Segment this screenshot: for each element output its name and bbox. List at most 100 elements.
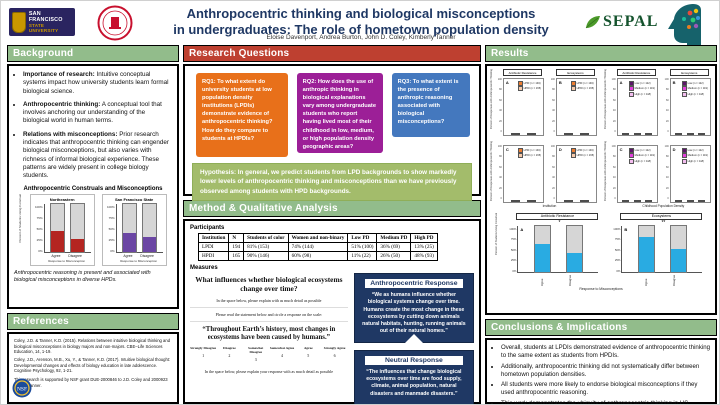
sepal-logo: SEPAL (585, 13, 658, 31)
scale-value: 3 (254, 357, 257, 363)
section-header-conclusions: Conclusions & Implications (485, 319, 717, 336)
tick-label: 20 (666, 186, 669, 190)
tick-label: 50% (614, 247, 621, 252)
sepal-head-icon (657, 2, 715, 50)
tick-label: 0 (553, 197, 555, 201)
bar (686, 132, 694, 135)
rq-card-1: RQ1: To what extent do university studen… (196, 73, 288, 157)
tick-label: 80 (666, 88, 669, 92)
y-tick-labels: 100 80 60 40 20 0 (608, 145, 617, 201)
plot-area (43, 202, 91, 253)
y-tick-labels: 100 80 60 40 20 0 (494, 145, 503, 201)
tick-label: 40 (499, 109, 502, 113)
section-header-research-questions: Research Questions (183, 45, 481, 62)
column-header: Medium PD (376, 233, 412, 243)
plot-area: C LPDI (n = 194) HPDI (n = 165) (502, 144, 544, 203)
category-label: Disagree (68, 253, 82, 258)
tick-label: 0 (500, 130, 502, 134)
legend: Low (n = 122) Medium (n = 119) High (n = 1… (681, 80, 708, 98)
significance-marker: * (558, 219, 561, 226)
legend-entry: LPDI (n = 194) (517, 80, 541, 86)
background-bullet: Importance of research: Intuitive concep… (23, 71, 172, 96)
participants-label: Participants (190, 225, 225, 231)
tick-label: 75% (614, 237, 621, 241)
scale-value: 1 (202, 353, 205, 359)
chart-cells: Antibiotic Resistance 100 80 60 40 20 0 A LPDI (… (494, 69, 597, 136)
chart-panel: Northeastern 100% 75% 50% 25% 0% Agree Disagree… (29, 193, 95, 266)
scale-value: 4 (281, 353, 283, 359)
results-row-3: Percent of Students Using Construal Antib… (490, 212, 712, 291)
category-labels: Agree Disagree (116, 254, 162, 258)
legend-swatch (628, 86, 634, 91)
table-cell: 90% (146) (243, 251, 289, 261)
poster-authors: Eloise Davenport, Andrea Burton, John D.… (266, 34, 456, 41)
bar (510, 132, 520, 135)
y-axis-label: Percent of Responses with Anthropocentri… (604, 69, 607, 130)
bar-value (535, 243, 551, 272)
tick-label: 100% (34, 204, 43, 209)
legend-swatch (681, 158, 687, 164)
group-cells-wrap: 100 80 60 40 20 0 C LPDI (n = 194) HPDI (n = 165… (494, 141, 597, 208)
legend-entry: Medium (n = 119) (681, 153, 708, 158)
bar-remainder (670, 225, 686, 250)
results-panel-D: 100 80 60 40 20 0 D Low (n = 122) Medium (n = 11… (661, 141, 711, 203)
column-header: N (228, 233, 245, 243)
tick-label: 60 (666, 98, 669, 102)
nsf-logo: NSF (12, 378, 32, 400)
panel-title-strip: Antibiotic Resistance (516, 212, 599, 220)
y-tick-labels: 100 80 60 40 20 0 (547, 145, 556, 201)
results-panel-A: Antibiotic Resistance 100 80 60 40 20 0 A Low (n… (608, 69, 658, 136)
bar (526, 132, 536, 135)
legend-swatch (681, 147, 687, 153)
legend-swatch (517, 147, 523, 153)
legend-entry: Low (n = 122) (681, 147, 708, 153)
table-cell: 51% (100) (347, 242, 378, 252)
tick-label: 25% (36, 237, 43, 242)
plot-area: B Low (n = 122) Medium (n = 119) High (n = … (669, 77, 711, 136)
rq-cards: RQ1: To what extent do university studen… (190, 70, 474, 157)
panel-body: 100% 75% 50% 25% 0% (34, 202, 91, 253)
bar-remainder (639, 225, 655, 237)
research-questions-box: RQ1: To what extent do university studen… (183, 64, 481, 202)
bars (557, 132, 596, 135)
plot-area: A Low (n = 122) Medium (n = 119) High (n = … (616, 77, 658, 136)
tick-label: 60 (499, 98, 502, 102)
scale-option: Strongly Agree 6 (321, 346, 347, 363)
panel-body: 100 80 60 40 20 0 C LPDI (n = 194) HPDI (n = 165… (494, 144, 544, 203)
plot-area (115, 202, 163, 253)
category-labels: Agree Disagree (516, 273, 596, 286)
scale-label: Strongly Disagree (190, 346, 217, 351)
plot-area: D LPDI (n = 194) HPDI (n = 165) (555, 144, 597, 203)
legend: LPDI (n = 194) HPDI (n = 165) (570, 80, 594, 92)
category-label: Agree (123, 253, 133, 258)
x-axis-label: Response to Misconceptions (579, 286, 623, 291)
background-bullet: Anthropocentric thinking: A conceptual t… (23, 101, 172, 126)
table-cell: 48% (93) (410, 251, 438, 261)
conclusions-bullets: Overall, students at LPDIs demonstrated … (492, 344, 710, 404)
sfsu-shield-icon (12, 11, 26, 33)
legend-entry: Medium (n = 119) (628, 86, 655, 91)
references-list: Coley, J.D. & Tanner, K.D. (2015). Relat… (14, 338, 172, 374)
tick-label: 20 (552, 119, 555, 123)
category-label: Agree (540, 278, 545, 286)
tick-label: 75% (36, 215, 43, 220)
legend-entry: Low (n = 122) (681, 80, 708, 86)
bar (633, 132, 641, 135)
legend-label: Low (n = 122) (687, 81, 704, 85)
stacked-bar (50, 202, 66, 253)
misconception-figure: Percent of Students Using Construal Antib… (490, 212, 712, 286)
panel-label: B (672, 79, 676, 85)
y-tick-labels: 100% 75% 50% 25% 0% (610, 227, 621, 273)
tick-label: 0 (667, 197, 669, 201)
bar-remainder (123, 203, 137, 234)
response-box-1: Anthropocentric Response “We as humans in… (353, 273, 474, 343)
tick-label: 20 (499, 119, 502, 123)
hypothesis-box: Hypothesis: In general, we predict stude… (192, 163, 472, 202)
panel-title-strip: Antibiotic Resistance (503, 69, 542, 76)
figure-body: Percent of Students Using Construal North… (14, 193, 172, 266)
scale-label: Disagree (223, 346, 236, 351)
tick-label: 40 (499, 176, 502, 180)
chart-cells: Antibiotic Resistance 100 80 60 40 20 0 A Low (n… (608, 69, 711, 136)
legend-swatch (681, 86, 687, 91)
plot-area: B LPDI (n = 194) HPDI (n = 165) (555, 77, 597, 136)
